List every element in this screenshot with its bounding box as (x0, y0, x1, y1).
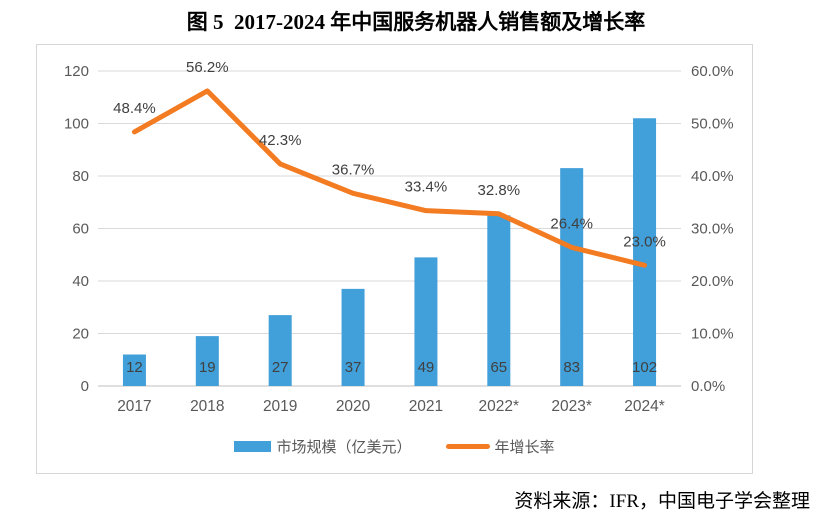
left-axis-tick: 0 (81, 378, 89, 395)
line-series-swatch (445, 444, 490, 449)
left-axis-tick: 20 (72, 326, 89, 343)
line-value-label: 42.3% (259, 132, 302, 149)
line-value-label: 33.4% (405, 179, 448, 196)
line-value-label: 36.7% (332, 161, 375, 178)
x-axis-tick: 2020 (336, 398, 371, 415)
bar-market-size (487, 215, 511, 386)
bar-value-label: 12 (126, 359, 143, 376)
left-axis-tick: 100 (64, 116, 89, 133)
left-axis-tick: 120 (64, 63, 89, 80)
right-axis-tick: 30.0% (691, 221, 734, 238)
bar-series-swatch (234, 441, 272, 452)
right-axis-tick: 20.0% (691, 273, 734, 290)
bar-market-size (341, 288, 365, 386)
line-value-label: 32.8% (478, 182, 521, 199)
growth-rate-line (131, 88, 648, 268)
x-axis-tick: 2023* (551, 398, 592, 415)
x-axis-tick: 2018 (190, 398, 224, 415)
bar-market-size (414, 257, 438, 386)
line-value-label: 23.0% (623, 233, 666, 250)
left-axis-tick: 80 (72, 168, 89, 185)
right-axis-tick: 0.0% (691, 378, 725, 395)
legend-item-market-size: 市场规模（亿美元） (234, 436, 412, 457)
line-value-label: 48.4% (113, 100, 156, 117)
chart-canvas: 0 0.0% 20 10.0% 40 20.0% 60 30.0% 80 40.0% 100 50.0… (64, 59, 734, 415)
bar-value-label: 37 (345, 359, 362, 376)
bar-value-label: 19 (199, 359, 216, 376)
bar-market-size (268, 315, 292, 386)
legend-label-market-size: 市场规模（亿美元） (276, 439, 412, 456)
bar-value-label: 83 (563, 359, 580, 376)
chart-legend: 市场规模（亿美元） 年增长率 (37, 436, 752, 457)
figure-title: 图 5 2017-2024 年中国服务机器人销售额及增长率 (186, 10, 646, 34)
x-axis-tick: 2022* (479, 398, 520, 415)
chart-frame: 0 0.0% 20 10.0% 40 20.0% 60 30.0% 80 40.0% 100 50.0… (36, 44, 753, 474)
bar-market-size (560, 168, 584, 386)
bar-market-size (633, 118, 657, 386)
left-axis-tick: 40 (72, 273, 89, 290)
x-axis-tick: 2017 (117, 398, 151, 415)
x-axis-tick: 2024* (624, 398, 665, 415)
right-axis-tick: 40.0% (691, 168, 734, 185)
legend-label-growth-rate: 年增长率 (494, 439, 555, 456)
right-axis-tick: 60.0% (691, 63, 734, 80)
right-axis-tick: 50.0% (691, 116, 734, 133)
bar-market-size (122, 354, 146, 386)
right-axis-tick: 10.0% (691, 326, 734, 343)
left-axis-tick: 60 (72, 221, 89, 238)
bar-value-label: 27 (272, 359, 289, 376)
x-axis-tick: 2019 (263, 398, 297, 415)
line-value-label: 56.2% (186, 59, 229, 76)
line-value-label: 26.4% (550, 215, 593, 232)
bar-value-label: 65 (490, 359, 507, 376)
bar-market-size (195, 336, 219, 386)
bar-value-label: 102 (632, 359, 657, 376)
source-note: 资料来源：IFR，中国电子学会整理 (514, 491, 810, 512)
legend-item-growth-rate: 年增长率 (445, 436, 555, 457)
bar-value-label: 49 (418, 359, 435, 376)
x-axis-tick: 2021 (409, 398, 443, 415)
